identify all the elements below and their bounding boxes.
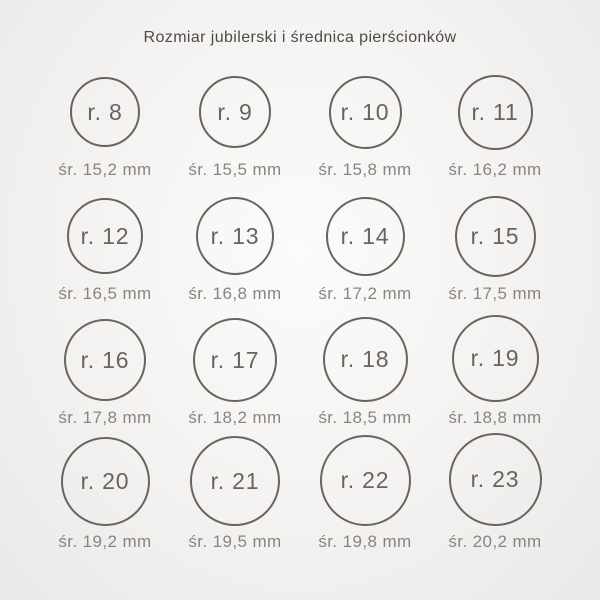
ring-size-label: r. 13 (210, 222, 260, 249)
ring-cell: r. 15 śr. 17,5 mm (430, 194, 560, 318)
ring-circle: r. 15 (454, 195, 536, 277)
ring-circle: r. 14 (325, 196, 405, 276)
ring-cell: r. 10 śr. 15,8 mm (300, 70, 430, 194)
ring-circle: r. 17 (193, 318, 277, 403)
ring-size-label: r. 19 (470, 345, 520, 372)
ring-size-label: r. 22 (340, 467, 390, 494)
ring-circle: r. 11 (457, 74, 533, 150)
ring-diameter-label: śr. 19,2 mm (58, 532, 152, 552)
ring-circle-holder: r. 16 (64, 318, 146, 402)
ring-circle: r. 16 (64, 319, 146, 402)
ring-circle-holder: r. 13 (196, 194, 274, 278)
ring-diameter-label: śr. 20,2 mm (448, 532, 542, 552)
ring-cell: r. 14 śr. 17,2 mm (300, 194, 430, 318)
ring-diameter-label: śr. 19,8 mm (318, 532, 412, 552)
ring-diameter-label: śr. 18,5 mm (318, 408, 412, 428)
ring-circle-holder: r. 9 (199, 70, 271, 154)
ring-circle-holder: r. 23 (448, 433, 542, 527)
ring-size-label: r. 18 (340, 346, 390, 373)
ring-circle-holder: r. 21 (190, 436, 280, 527)
ring-circle-holder: r. 15 (454, 194, 536, 278)
ring-size-label: r. 21 (210, 467, 260, 494)
ring-size-chart: Rozmiar jubilerski i średnica pierścionk… (40, 29, 560, 566)
ring-cell: r. 19 śr. 18,8 mm (430, 315, 560, 442)
page-title: Rozmiar jubilerski i średnica pierścionk… (143, 29, 457, 46)
ring-diameter-label: śr. 15,5 mm (188, 160, 282, 180)
ring-circle: r. 8 (70, 77, 140, 148)
ring-circle-holder: r. 8 (70, 70, 140, 154)
ring-circle: r. 13 (196, 197, 274, 276)
ring-circle: r. 22 (319, 435, 411, 527)
ring-circle-holder: r. 14 (325, 194, 405, 278)
ring-circle: r. 21 (190, 436, 280, 527)
ring-diameter-label: śr. 16,8 mm (188, 284, 282, 304)
ring-cell: r. 16 śr. 17,8 mm (40, 318, 170, 442)
ring-diameter-label: śr. 19,5 mm (188, 532, 282, 552)
ring-circle-holder: r. 11 (457, 70, 533, 154)
ring-size-label: r. 15 (470, 222, 520, 249)
ring-circle-holder: r. 17 (193, 318, 277, 403)
ring-size-label: r. 20 (80, 468, 130, 495)
ring-circle-holder: r. 12 (67, 194, 143, 278)
ring-circle: r. 19 (451, 315, 539, 403)
ring-cell: r. 9 śr. 15,5 mm (170, 70, 300, 194)
ring-size-label: r. 9 (217, 98, 253, 125)
ring-diameter-label: śr. 17,5 mm (448, 284, 542, 304)
ring-cell: r. 23 śr. 20,2 mm (430, 433, 560, 566)
ring-circle: r. 9 (199, 76, 271, 149)
ring-circle: r. 18 (322, 317, 408, 403)
ring-size-label: r. 14 (340, 222, 390, 249)
ring-diameter-label: śr. 18,8 mm (448, 408, 542, 428)
ring-size-label: r. 10 (340, 98, 390, 125)
ring-size-label: r. 8 (87, 98, 123, 125)
ring-size-label: r. 16 (80, 346, 130, 373)
ring-size-label: r. 11 (471, 98, 519, 125)
ring-cell: r. 13 śr. 16,8 mm (170, 194, 300, 318)
ring-diameter-label: śr. 17,2 mm (318, 284, 412, 304)
ring-circle-holder: r. 18 (322, 317, 408, 403)
ring-circle: r. 12 (67, 198, 143, 275)
ring-diameter-label: śr. 16,2 mm (448, 160, 542, 180)
ring-circle-holder: r. 22 (319, 435, 411, 527)
ring-diameter-label: śr. 17,8 mm (58, 408, 152, 428)
ring-diameter-label: śr. 16,5 mm (58, 284, 152, 304)
ring-grid: r. 8 śr. 15,2 mm r. 9 śr. 15,5 mm r. 10 śr. 1… (40, 70, 560, 566)
ring-circle-holder: r. 20 (60, 437, 150, 527)
ring-circle: r. 10 (328, 75, 402, 149)
ring-cell: r. 22 śr. 19,8 mm (300, 435, 430, 566)
ring-cell: r. 17 śr. 18,2 mm (170, 318, 300, 442)
ring-diameter-label: śr. 18,2 mm (188, 408, 282, 428)
ring-diameter-label: śr. 15,2 mm (58, 160, 152, 180)
ring-cell: r. 18 śr. 18,5 mm (300, 317, 430, 442)
ring-circle: r. 23 (448, 433, 542, 527)
ring-size-label: r. 12 (80, 222, 130, 249)
ring-size-label: r. 23 (470, 466, 520, 493)
ring-size-label: r. 17 (210, 346, 260, 373)
ring-cell: r. 12 śr. 16,5 mm (40, 194, 170, 318)
ring-cell: r. 21 śr. 19,5 mm (170, 436, 300, 566)
ring-cell: r. 11 śr. 16,2 mm (430, 70, 560, 194)
ring-circle-holder: r. 10 (328, 70, 402, 154)
ring-cell: r. 20 śr. 19,2 mm (40, 437, 170, 566)
ring-circle: r. 20 (60, 437, 150, 527)
ring-diameter-label: śr. 15,8 mm (318, 160, 412, 180)
ring-circle-holder: r. 19 (451, 315, 539, 403)
ring-cell: r. 8 śr. 15,2 mm (40, 70, 170, 194)
